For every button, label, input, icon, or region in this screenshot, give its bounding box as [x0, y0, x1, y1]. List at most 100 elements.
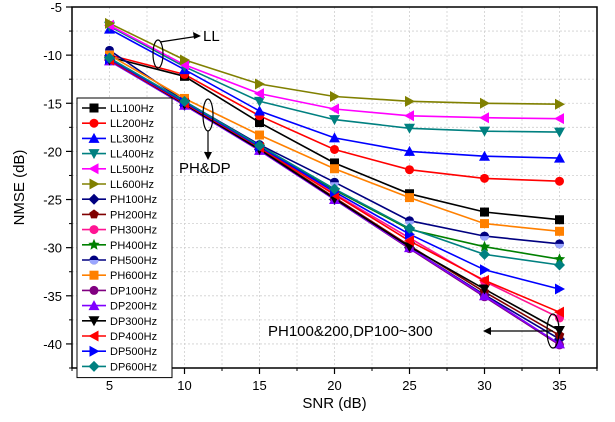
data-point-ll400hz: [554, 127, 565, 138]
y-tick-label: -5: [50, 0, 62, 15]
legend-item-ll600hz: LL600Hz: [82, 178, 154, 191]
data-point-ll300hz: [404, 145, 415, 156]
ll-arrowhead-icon: [193, 32, 201, 39]
legend-item-dp400hz: DP400Hz: [82, 330, 157, 343]
annotations: LL PH&DP PH100&200,DP100~300: [152, 28, 560, 349]
y-tick-label: -25: [43, 193, 62, 208]
legend: LL100Hz LL200Hz LL300Hz LL400Hz LL500Hz LL600…: [76, 97, 173, 379]
legend-label: LL400Hz: [110, 149, 154, 161]
legend-label: DP300Hz: [110, 316, 157, 328]
data-point-ll200hz: [555, 176, 564, 186]
data-point-dp600hz: [329, 183, 340, 195]
data-point-ll500hz: [254, 88, 264, 100]
data-point-ll400hz: [404, 123, 415, 134]
y-tick-label: -30: [43, 241, 62, 256]
legend-swatch-marker: [88, 193, 100, 205]
legend-swatch-marker: [89, 345, 100, 357]
legend-item-dp200hz: DP200Hz: [82, 300, 157, 313]
data-point-ll500hz: [179, 59, 189, 71]
legend-label: PH200Hz: [110, 209, 157, 221]
legend-swatch-marker: [88, 163, 99, 175]
data-point-ph600hz: [405, 193, 414, 203]
data-point-dp400hz: [479, 274, 489, 286]
data-point-dp600hz: [554, 259, 565, 271]
phdp-arrowhead-icon: [204, 152, 212, 160]
legend-item-ph400hz: PH400Hz: [82, 238, 157, 252]
legend-swatch-marker: [88, 316, 100, 327]
data-point-ph500hz: [555, 239, 564, 249]
legend-label: PH300Hz: [110, 225, 157, 237]
y-tick-label: -10: [43, 48, 62, 63]
data-point-dp300hz: [479, 284, 490, 295]
data-point-ll200hz: [330, 144, 339, 154]
y-axis-title: NMSE (dB): [11, 150, 28, 226]
y-tick-label: -15: [43, 96, 62, 111]
legend-label: DP400Hz: [110, 331, 157, 343]
legend-item-ph100hz: PH100Hz: [82, 193, 157, 206]
data-point-ph600hz: [330, 164, 339, 174]
data-point-dp600hz: [479, 248, 490, 260]
legend-label: DP500Hz: [110, 346, 157, 358]
marker-half: [89, 260, 99, 265]
data-point-ll500hz: [404, 110, 414, 122]
data-point-dp200hz: [554, 338, 565, 349]
legend-item-dp100hz: DP100Hz: [82, 285, 157, 297]
data-point-ph400hz: [553, 253, 566, 265]
data-point-ll400hz: [479, 126, 490, 137]
legend-label: LL300Hz: [110, 133, 154, 145]
axis-ticks: [66, 6, 598, 374]
x-tick-label: 10: [177, 378, 191, 393]
x-tick-label: 30: [477, 378, 491, 393]
legend-label: LL600Hz: [110, 179, 154, 191]
data-point-dp200hz: [479, 290, 490, 301]
legend-swatch-marker: [89, 118, 99, 128]
legend-label: PH100Hz: [110, 194, 157, 206]
data-point-ll400hz: [254, 96, 265, 107]
legend-item-ll400hz: LL400Hz: [82, 149, 154, 161]
data-point-ll600hz: [555, 98, 565, 110]
data-point-ll100hz: [555, 215, 564, 225]
data-point-ll200hz: [405, 165, 414, 175]
legend-label: DP600Hz: [110, 361, 157, 373]
data-point-dp400hz: [404, 235, 414, 247]
data-point-dp600hz: [254, 140, 265, 152]
y-tick-label: -20: [43, 144, 62, 159]
legend-label: PH500Hz: [110, 255, 157, 267]
legend-label: PH400Hz: [110, 240, 157, 252]
series-markers: [103, 17, 566, 350]
ll-group-ellipse: [152, 39, 164, 69]
ph-dp-low-annotation-label: PH100&200,DP100~300: [268, 323, 433, 340]
data-point-dp500hz: [480, 264, 490, 276]
x-tick-label: 15: [252, 378, 266, 393]
legend-swatch-marker: [89, 255, 99, 265]
ll-annotation-label: LL: [203, 28, 220, 45]
data-point-ll300hz: [254, 105, 265, 116]
data-point-ll500hz: [554, 113, 564, 125]
x-tick-label: 20: [327, 378, 341, 393]
legend-item-ll100hz: LL100Hz: [82, 103, 154, 115]
ph-dp-low-arrowhead-icon: [483, 327, 491, 335]
data-point-ll600hz: [180, 54, 190, 66]
legend-swatch-marker: [89, 285, 99, 295]
legend-swatch-marker: [89, 103, 99, 113]
y-tick-label: -35: [43, 289, 62, 304]
data-point-ll400hz: [329, 115, 340, 126]
legend-swatch-marker: [88, 238, 100, 250]
legend-item-ph600hz: PH600Hz: [82, 270, 157, 282]
x-axis-title: SNR (dB): [302, 395, 366, 412]
legend-item-ph200hz: PH200Hz: [82, 209, 157, 221]
tick-labels: 5 10 15 20 25 30 35 -5 -10 -15 -20 -25 -30 -35 -40: [43, 0, 567, 393]
legend-swatch-marker: [88, 360, 100, 372]
legend-item-ph500hz: PH500Hz: [82, 255, 157, 267]
data-point-ll500hz: [329, 103, 339, 115]
data-point-ll600hz: [255, 78, 265, 90]
legend-swatch-marker: [88, 300, 100, 311]
legend-swatch-marker: [88, 149, 100, 160]
data-point-ll300hz: [554, 152, 565, 163]
legend-item-ph300hz: PH300Hz: [82, 225, 157, 237]
data-point-dp400hz: [554, 306, 564, 318]
legend-swatch-marker: [89, 270, 99, 280]
data-point-ll600hz: [105, 17, 115, 29]
legend-label: DP100Hz: [110, 285, 157, 297]
data-point-ll300hz: [479, 150, 490, 161]
